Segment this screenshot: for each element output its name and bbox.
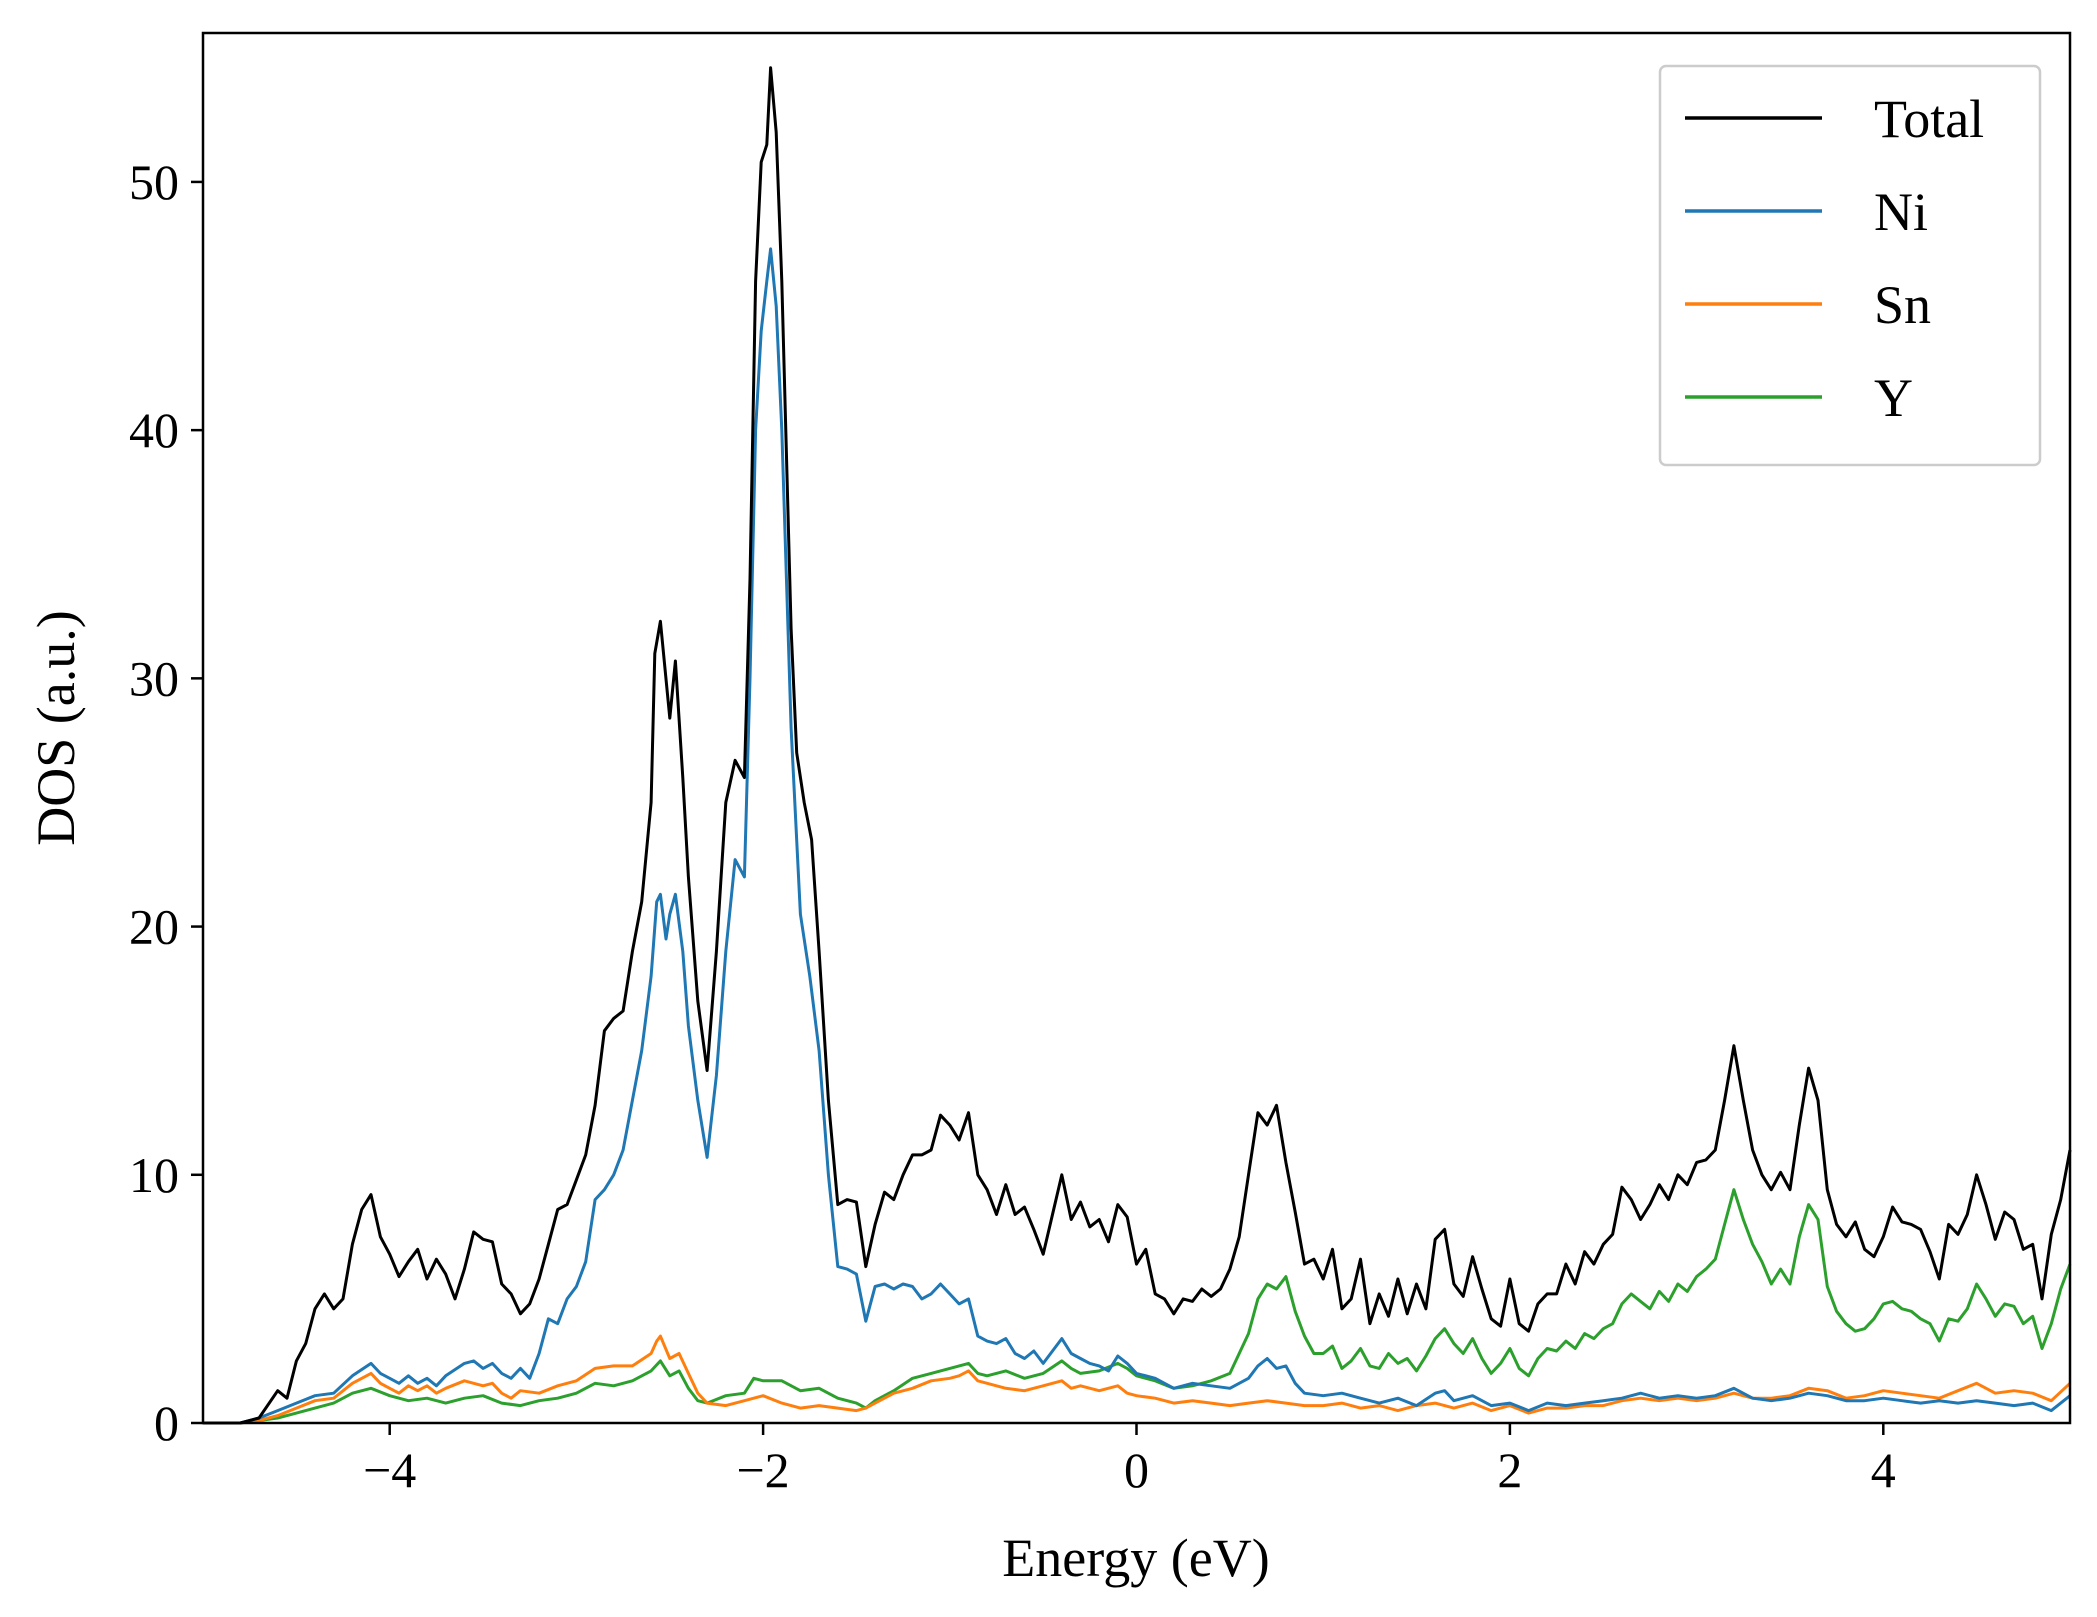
y-tick-label: 50 xyxy=(129,154,179,210)
legend-label-ni: Ni xyxy=(1874,182,1928,242)
x-tick-label: 0 xyxy=(1124,1442,1149,1498)
x-axis-title: Energy (eV) xyxy=(1002,1528,1269,1588)
y-axis-ticks: 0 10 20 30 40 50 xyxy=(129,154,203,1451)
legend: Total Ni Sn Y xyxy=(1658,64,2042,467)
y-tick-label: 0 xyxy=(154,1395,179,1451)
series-line-sn xyxy=(203,1334,2072,1425)
legend-label-y: Y xyxy=(1874,368,1913,428)
legend-label-total: Total xyxy=(1874,89,1984,149)
y-tick-label: 10 xyxy=(129,1147,179,1203)
y-tick-label: 40 xyxy=(129,402,179,458)
y-axis-title: DOS (a.u.) xyxy=(26,610,86,845)
legend-label-sn: Sn xyxy=(1874,275,1931,335)
series-line-ni xyxy=(203,247,2071,1425)
x-tick-label: −2 xyxy=(736,1442,789,1498)
y-tick-label: 30 xyxy=(129,650,179,706)
x-axis-ticks: −4 −2 0 2 4 xyxy=(363,1423,1896,1498)
x-tick-label: −4 xyxy=(363,1442,416,1498)
x-tick-label: 4 xyxy=(1871,1442,1896,1498)
legend-box xyxy=(1658,64,2042,467)
series-line-y xyxy=(203,1188,2072,1425)
series-layer xyxy=(203,66,2072,1425)
series-line-total xyxy=(203,66,2072,1425)
y-tick-label: 20 xyxy=(129,899,179,955)
x-tick-label: 2 xyxy=(1497,1442,1522,1498)
